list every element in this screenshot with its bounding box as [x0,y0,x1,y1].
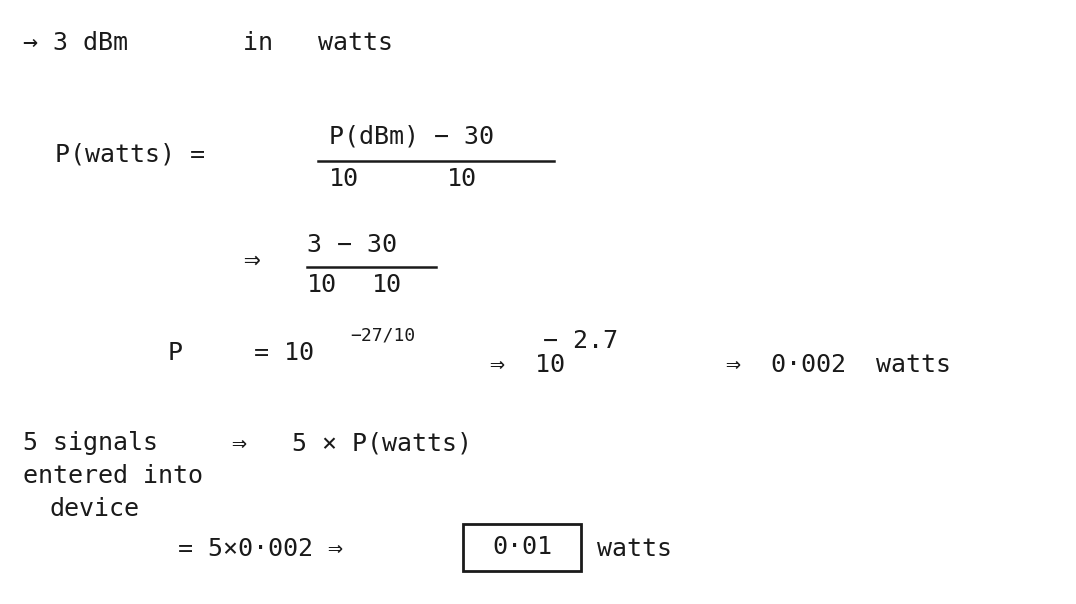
Text: device: device [49,498,140,521]
Text: 10: 10 [371,273,401,297]
Text: 10: 10 [447,167,477,191]
Text: P(dBm) − 30: P(dBm) − 30 [329,124,494,149]
Text: ⇒  10: ⇒ 10 [490,353,565,377]
Text: P: P [168,341,183,365]
Text: in   watts: in watts [243,31,393,56]
Text: 0·01: 0·01 [492,535,552,559]
Text: ⇒  0·002  watts: ⇒ 0·002 watts [726,353,951,377]
Text: → 3 dBm: → 3 dBm [23,31,128,56]
Text: ⇒   5 × P(watts): ⇒ 5 × P(watts) [232,431,472,455]
Text: −27/10: −27/10 [350,326,415,344]
Text: 10: 10 [329,167,358,191]
Text: watts: watts [597,536,672,561]
Text: = 5×0·002 ⇒: = 5×0·002 ⇒ [179,536,343,561]
Text: = 10: = 10 [254,341,313,365]
Text: − 2.7: − 2.7 [543,329,619,353]
Text: 5 signals: 5 signals [23,431,158,455]
Text: 10: 10 [308,273,337,297]
Text: ⇒: ⇒ [243,246,259,274]
FancyBboxPatch shape [463,524,581,571]
Text: 3 − 30: 3 − 30 [308,233,397,257]
Text: P(watts) =: P(watts) = [55,143,206,167]
Text: entered into: entered into [23,464,203,489]
